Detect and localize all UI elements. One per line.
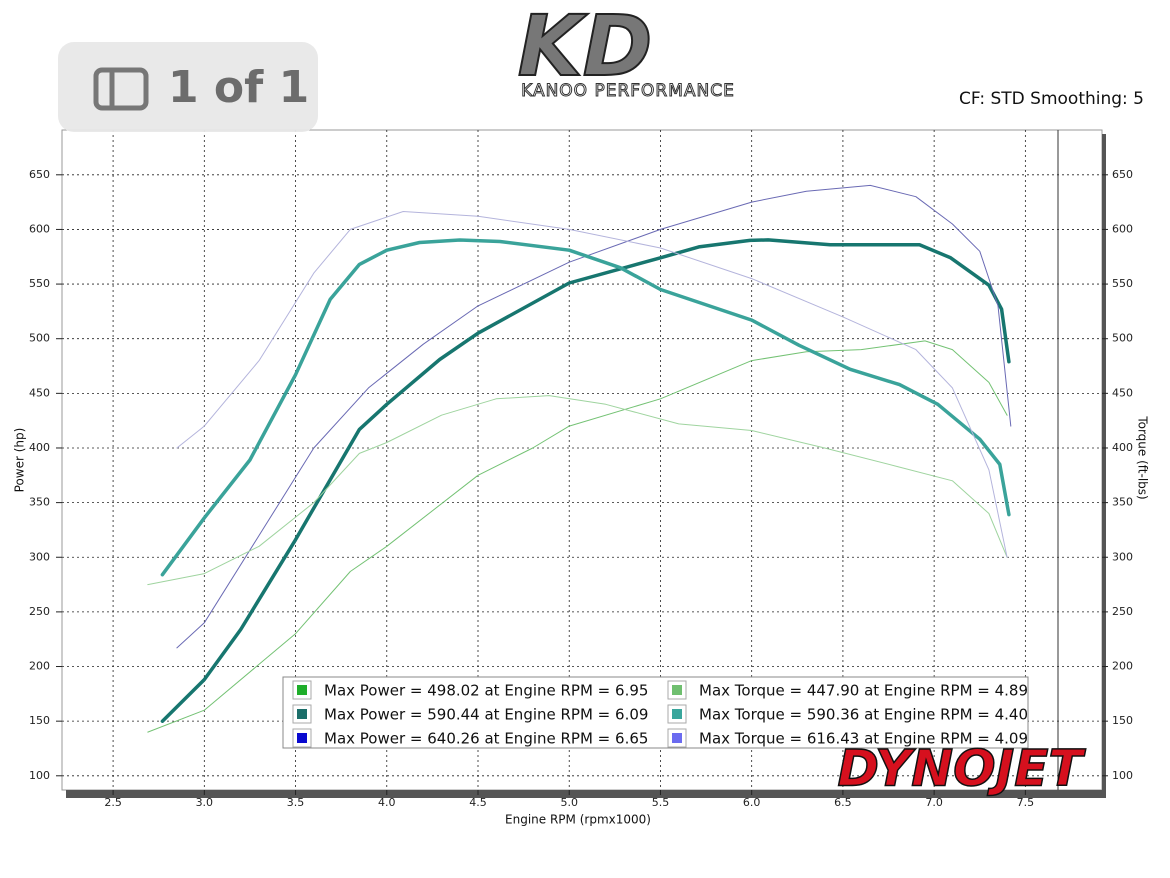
- legend-label: Max Power = 590.44 at Engine RPM = 6.09: [324, 706, 648, 724]
- curve: [176, 184, 1012, 649]
- y2-tick-label: 600: [1112, 222, 1133, 235]
- y2-axis-title: Torque (ft-lbs): [1136, 415, 1150, 499]
- x-tick-label: 5.0: [560, 796, 578, 809]
- frame-shadow: [1102, 134, 1106, 794]
- legend-label: Max Torque = 447.90 at Engine RPM = 4.89: [699, 682, 1028, 700]
- legend: Max Power = 498.02 at Engine RPM = 6.95 M…: [282, 676, 1029, 749]
- y2-tick-label: 650: [1112, 168, 1133, 181]
- x-tick-label: 6.5: [834, 796, 852, 809]
- y-axis-title: Power (hp): [13, 428, 27, 493]
- y-tick-label: 100: [29, 769, 50, 782]
- pages-icon: [93, 67, 149, 111]
- y-tick-label: 600: [29, 222, 50, 235]
- x-tick-label: 2.5: [104, 796, 122, 809]
- legend-box: [282, 676, 1029, 749]
- y2-tick-label: 450: [1112, 386, 1133, 399]
- legend-swatch: [297, 685, 307, 695]
- y2-tick-label: 500: [1112, 332, 1133, 345]
- y2-tick-label: 350: [1112, 496, 1133, 509]
- page-counter: 1 of 1: [168, 62, 309, 113]
- logo-text: KANOO PERFORMANCE: [521, 81, 735, 101]
- x-tick-label: 5.5: [652, 796, 670, 809]
- y-tick-label: 250: [29, 605, 50, 618]
- y2-tick-label: 200: [1112, 660, 1133, 673]
- legend-label: Max Torque = 590.36 at Engine RPM = 4.40: [699, 706, 1028, 724]
- y-tick-label: 650: [29, 168, 50, 181]
- curve: [176, 211, 1008, 558]
- y2-tick-label: 550: [1112, 277, 1133, 290]
- y-tick-label: 550: [29, 277, 50, 290]
- x-tick-label: 7.5: [1017, 796, 1035, 809]
- y-tick-label: 350: [29, 496, 50, 509]
- y-tick-label: 400: [29, 441, 50, 454]
- y2-tick-label: 250: [1112, 605, 1133, 618]
- x-tick-label: 7.0: [925, 796, 943, 809]
- y-tick-label: 200: [29, 660, 50, 673]
- annotation: CF: STD Smoothing: 5: [959, 89, 1144, 109]
- x-tick-label: 6.0: [743, 796, 761, 809]
- curve: [147, 395, 1008, 586]
- x-tick-label: 3.5: [287, 796, 305, 809]
- legend-swatch: [672, 709, 682, 719]
- y2-tick-label: 300: [1112, 550, 1133, 563]
- frame-shadow: [66, 790, 1106, 798]
- legend-swatch: [297, 709, 307, 719]
- x-tick-label: 4.5: [469, 796, 487, 809]
- logo-mark: KD: [518, 0, 653, 95]
- y2-tick-label: 150: [1112, 714, 1133, 727]
- y-tick-label: 450: [29, 386, 50, 399]
- curve: [160, 238, 1011, 723]
- legend-label: Max Torque = 616.43 at Engine RPM = 4.09: [699, 730, 1028, 748]
- y-tick-label: 150: [29, 714, 50, 727]
- y-tick-label: 300: [29, 550, 50, 563]
- curve: [147, 340, 1008, 733]
- brand-logo: DYNOJET: [837, 740, 1086, 798]
- x-axis-title: Engine RPM (rpmx1000): [505, 813, 651, 827]
- legend-swatch: [672, 733, 682, 743]
- legend-swatch: [672, 685, 682, 695]
- y2-tick-label: 100: [1112, 769, 1133, 782]
- y-tick-label: 500: [29, 332, 50, 345]
- curve: [160, 238, 1011, 577]
- x-tick-label: 4.0: [378, 796, 396, 809]
- legend-label: Max Power = 640.26 at Engine RPM = 6.65: [324, 730, 648, 748]
- legend-swatch: [297, 733, 307, 743]
- x-tick-label: 3.0: [196, 796, 214, 809]
- legend-label: Max Power = 498.02 at Engine RPM = 6.95: [324, 682, 648, 700]
- y2-tick-label: 400: [1112, 441, 1133, 454]
